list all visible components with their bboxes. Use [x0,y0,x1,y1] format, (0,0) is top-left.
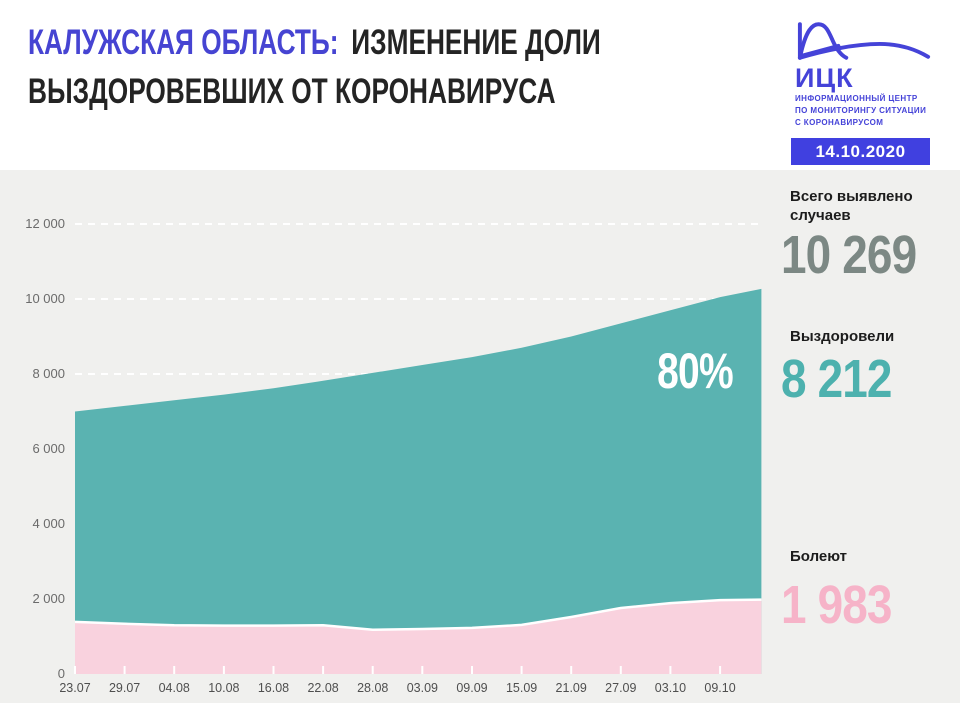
stat-total-label: Всего выявлено случаев [790,188,913,224]
flatten-the-curve-icon [797,22,931,60]
title-line-1: КАЛУЖСКАЯ ОБЛАСТЬ: ИЗМЕНЕНИЕ ДОЛИ [28,18,718,67]
page-title: КАЛУЖСКАЯ ОБЛАСТЬ: ИЗМЕНЕНИЕ ДОЛИ ВЫЗДОРО… [28,18,718,116]
x-axis-ticks [74,666,722,674]
stat-recovered-value: 8 212 [781,349,892,409]
date-badge: 14.10.2020 [791,138,930,165]
logo-abbr: ИЦК [795,63,854,93]
stat-sick-label: Болеют [790,548,848,565]
sick-boundary-line [74,598,762,632]
recovered-percent-label: 80% [657,343,734,399]
stat-recovered-label: Выздоровели [790,328,895,345]
title-topic-line1: ИЗМЕНЕНИЕ ДОЛИ [351,23,601,62]
area-sick [75,599,762,674]
title-line-2: ВЫЗДОРОВЕВШИХ ОТ КОРОНАВИРУСА [28,72,556,111]
logo-subtitle: ИНФОРМАЦИОННЫЙ ЦЕНТР ПО МОНИТОРИНГУ СИТУ… [795,93,926,129]
logo-subtitle-line2: ПО МОНИТОРИНГУ СИТУАЦИИ [795,106,927,115]
stat-total-value: 10 269 [781,225,917,285]
logo-subtitle-line1: ИНФОРМАЦИОННЫЙ ЦЕНТР [795,94,918,103]
area-recovered [75,288,762,674]
stat-sick-value: 1 983 [781,575,892,635]
area-chart [74,223,762,674]
title-region: КАЛУЖСКАЯ ОБЛАСТЬ: [28,23,339,62]
logo-subtitle-line3: С КОРОНАВИРУСОМ [795,118,884,127]
